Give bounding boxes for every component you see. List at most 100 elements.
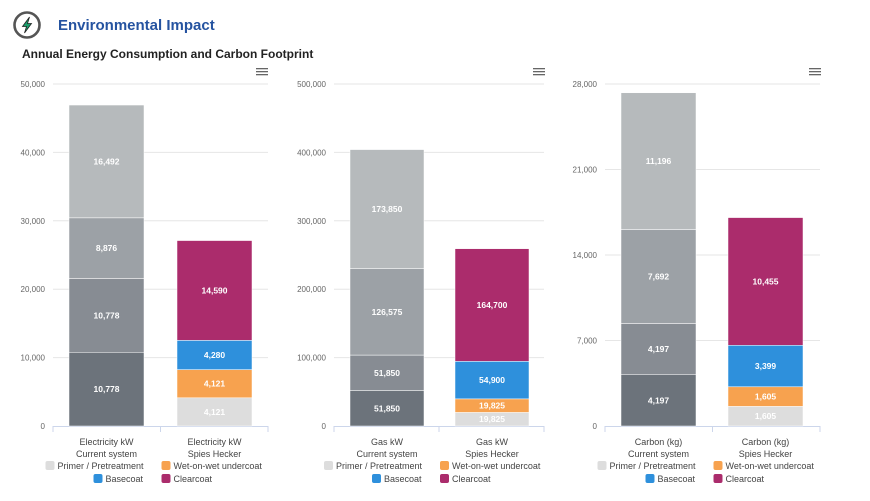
menu-icon[interactable] — [256, 74, 268, 76]
header — [12, 10, 42, 40]
bar-segment[interactable] — [68, 352, 145, 427]
bar-segment[interactable] — [68, 217, 145, 279]
bar-segment[interactable] — [620, 229, 697, 324]
bar-segment[interactable] — [349, 354, 425, 391]
data-label: 126,575 — [372, 307, 403, 317]
bar-segment[interactable] — [454, 248, 530, 362]
legend-item[interactable]: Basecoat — [384, 474, 422, 484]
data-label: 11,196 — [646, 156, 672, 166]
bar-segment[interactable] — [620, 374, 697, 427]
legend-item[interactable]: Clearcoat — [726, 474, 765, 484]
y-tick-label: 21,000 — [573, 166, 598, 175]
legend-item[interactable]: Clearcoat — [452, 474, 491, 484]
data-label: 10,455 — [753, 276, 779, 286]
bar-segment[interactable] — [176, 397, 253, 427]
menu-icon[interactable] — [809, 71, 821, 73]
bar-segment[interactable] — [68, 104, 145, 219]
y-tick-label: 100,000 — [297, 354, 326, 363]
legend-swatch[interactable] — [440, 474, 449, 483]
legend-swatch[interactable] — [440, 461, 449, 470]
data-label: 14,590 — [202, 285, 228, 295]
data-label: 51,850 — [374, 368, 400, 378]
legend-item[interactable]: Wet-on-wet undercoat — [726, 461, 815, 471]
y-tick-label: 500,000 — [297, 80, 326, 89]
y-tick-label: 300,000 — [297, 217, 326, 226]
y-tick-label: 400,000 — [297, 148, 326, 157]
page-title: Environmental Impact — [58, 17, 215, 34]
menu-icon[interactable] — [256, 71, 268, 73]
y-tick-label: 0 — [593, 422, 598, 431]
bar-segment[interactable] — [176, 240, 253, 341]
legend-item[interactable]: Basecoat — [658, 474, 696, 484]
legend-swatch[interactable] — [645, 474, 655, 483]
bar-segment[interactable] — [349, 390, 425, 427]
legend-item[interactable]: Primer / Pretreatment — [610, 461, 697, 471]
data-label: 4,280 — [204, 350, 226, 360]
data-label: 7,692 — [648, 271, 670, 281]
bar-segment[interactable] — [349, 149, 425, 269]
menu-icon[interactable] — [533, 68, 545, 70]
x-category-label: Electricity kW — [80, 437, 135, 447]
data-label: 19,825 — [479, 401, 505, 411]
data-label: 3,399 — [755, 361, 777, 371]
menu-icon[interactable] — [533, 71, 545, 73]
legend-item[interactable]: Primer / Pretreatment — [336, 461, 423, 471]
legend-swatch[interactable] — [713, 474, 723, 483]
y-tick-label: 50,000 — [21, 80, 46, 89]
legend-item[interactable]: Wet-on-wet undercoat — [174, 461, 263, 471]
data-label: 4,121 — [204, 379, 226, 389]
bar-segment[interactable] — [620, 92, 697, 230]
y-tick-label: 20,000 — [21, 285, 46, 294]
legend-swatch[interactable] — [93, 474, 103, 483]
bar-segment[interactable] — [620, 323, 697, 375]
data-label: 173,850 — [372, 204, 403, 214]
y-tick-label: 10,000 — [21, 354, 46, 363]
x-category-sublabel: Spies Hecker — [739, 449, 793, 459]
bar-segment[interactable] — [68, 278, 145, 353]
x-category-sublabel: Spies Hecker — [465, 449, 519, 459]
legend-swatch[interactable] — [161, 461, 171, 470]
bar-segment[interactable] — [454, 361, 530, 400]
data-label: 16,492 — [94, 156, 120, 166]
y-tick-label: 200,000 — [297, 285, 326, 294]
legend-swatch[interactable] — [597, 461, 607, 470]
menu-icon[interactable] — [809, 74, 821, 76]
data-label: 10,778 — [94, 384, 120, 394]
bar-segment[interactable] — [176, 369, 253, 399]
data-label: 164,700 — [477, 300, 508, 310]
menu-icon[interactable] — [533, 74, 545, 76]
menu-icon[interactable] — [809, 68, 821, 70]
data-label: 4,197 — [648, 344, 670, 354]
menu-icon[interactable] — [256, 68, 268, 70]
legend-swatch[interactable] — [372, 474, 381, 483]
x-category-label: Electricity kW — [188, 437, 243, 447]
data-label: 8,876 — [96, 243, 118, 253]
data-label: 54,900 — [479, 375, 505, 385]
x-category-sublabel: Current system — [628, 449, 689, 459]
y-tick-label: 0 — [41, 422, 46, 431]
legend-swatch[interactable] — [161, 474, 171, 483]
legend-item[interactable]: Basecoat — [106, 474, 144, 484]
data-label: 10,778 — [94, 310, 120, 320]
bar-segment[interactable] — [349, 268, 425, 356]
legend-swatch[interactable] — [713, 461, 723, 470]
bar-segment[interactable] — [727, 217, 804, 346]
x-category-label: Gas kW — [476, 437, 509, 447]
data-label: 51,850 — [374, 403, 400, 413]
x-category-sublabel: Current system — [76, 449, 137, 459]
y-tick-label: 14,000 — [573, 251, 598, 260]
data-label: 4,121 — [204, 407, 226, 417]
data-label: 1,605 — [755, 411, 777, 421]
bar-segment[interactable] — [727, 345, 804, 388]
lightning-bolt-icon — [13, 11, 41, 39]
legend-swatch[interactable] — [324, 461, 333, 470]
legend-item[interactable]: Clearcoat — [174, 474, 213, 484]
chart-subtitle: Annual Energy Consumption and Carbon Foo… — [22, 47, 314, 61]
x-category-label: Carbon (kg) — [635, 437, 683, 447]
legend-item[interactable]: Wet-on-wet undercoat — [452, 461, 541, 471]
legend-item[interactable]: Primer / Pretreatment — [58, 461, 145, 471]
x-category-label: Carbon (kg) — [742, 437, 790, 447]
data-label: 4,197 — [648, 395, 670, 405]
legend-swatch[interactable] — [45, 461, 55, 470]
